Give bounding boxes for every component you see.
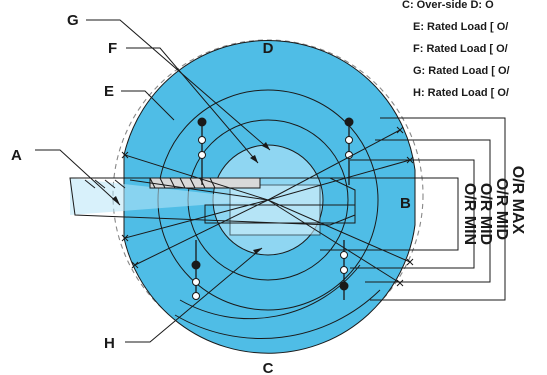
boundary-x-marks <box>121 126 414 287</box>
front-side-zone <box>70 178 268 215</box>
range-label-or-mid-inner: O/R MID <box>477 183 494 245</box>
label-h: H <box>104 335 115 352</box>
label-b: B <box>400 195 411 212</box>
legend-line-c-d: C: Over-side D: O <box>402 0 494 11</box>
carrier-body <box>69 177 356 236</box>
legend-line-h: H: Rated Load [ O/ <box>413 87 509 99</box>
range-label-or-mid-outer: O/R MID <box>493 178 510 240</box>
ring-lower-arc-2 <box>174 289 381 339</box>
label-d: D <box>263 40 274 57</box>
callout-arrowheads <box>112 142 270 254</box>
label-a: A <box>11 147 22 164</box>
label-g: G <box>67 12 79 29</box>
outrigger-pads <box>191 117 354 300</box>
callout-leaders <box>35 19 271 343</box>
legend-line-g: G: Rated Load [ O/ <box>413 65 510 77</box>
range-label-or-max: O/R MAX <box>509 166 526 235</box>
label-c: C <box>263 360 274 375</box>
range-dimension-lines <box>320 117 506 301</box>
label-f: F <box>108 40 117 57</box>
zone-boundary-lines <box>124 129 411 284</box>
label-e: E <box>104 83 114 100</box>
range-label-or-min: O/R MIN <box>461 183 478 245</box>
legend-line-e: E: Rated Load [ O/ <box>413 21 508 33</box>
legend: C: Over-side D: O E: Rated Load [ O/ F: … <box>402 0 510 99</box>
legend-line-f: F: Rated Load [ O/ <box>413 43 508 55</box>
